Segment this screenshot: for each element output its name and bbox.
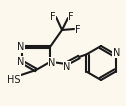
Text: F: F xyxy=(68,12,74,22)
Text: N: N xyxy=(48,58,56,68)
Text: N: N xyxy=(113,47,120,57)
Text: N: N xyxy=(17,57,25,67)
Text: F: F xyxy=(50,12,56,22)
Text: N: N xyxy=(63,62,71,72)
Text: F: F xyxy=(75,25,81,35)
Text: HS: HS xyxy=(7,75,21,85)
Text: N: N xyxy=(17,42,25,52)
